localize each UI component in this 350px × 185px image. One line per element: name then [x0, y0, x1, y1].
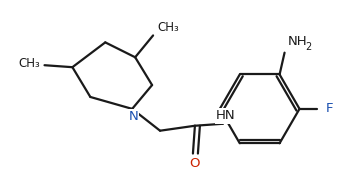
Text: NH: NH — [288, 35, 307, 48]
Text: N: N — [128, 110, 138, 123]
Text: CH₃: CH₃ — [19, 57, 41, 70]
Text: 2: 2 — [306, 42, 312, 52]
Text: F: F — [326, 102, 333, 115]
Text: HN: HN — [216, 109, 236, 122]
Text: CH₃: CH₃ — [157, 21, 179, 34]
Text: O: O — [190, 157, 200, 170]
